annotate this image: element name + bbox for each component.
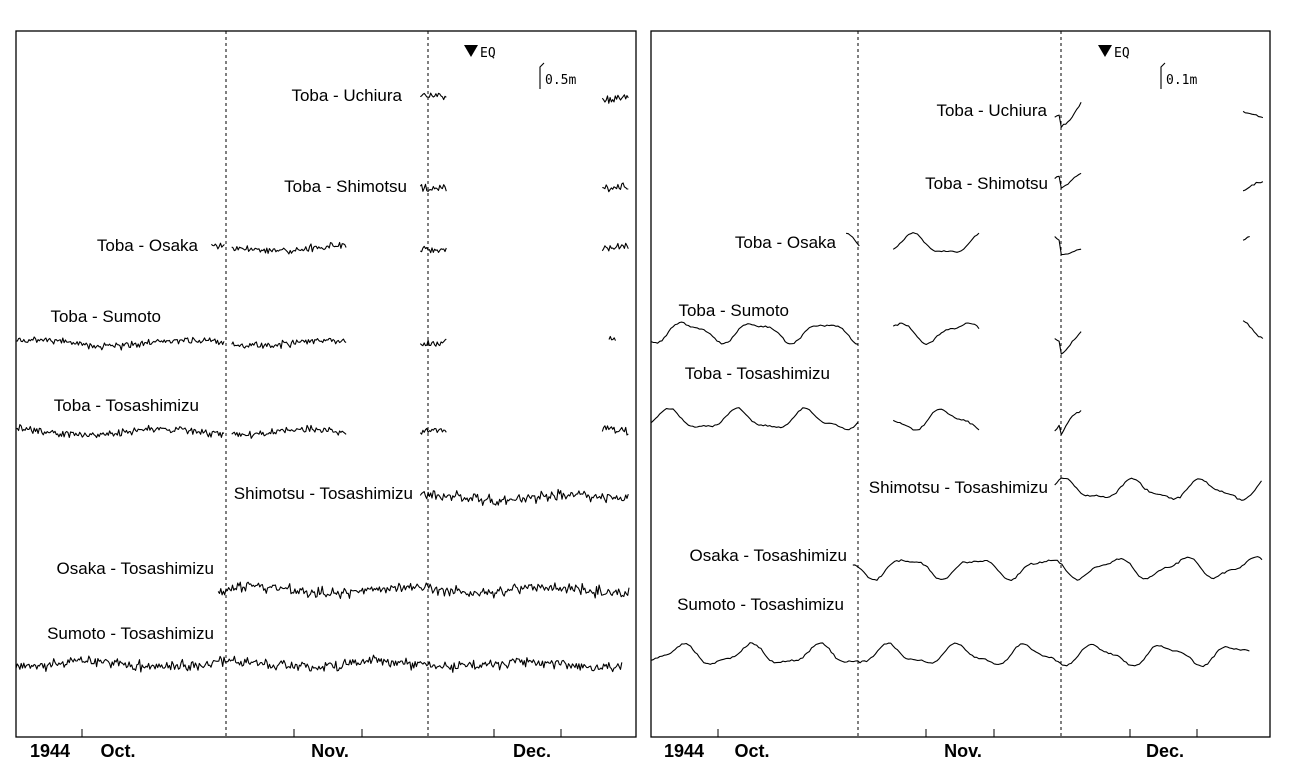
series-toba-osaka: Toba - Osaka xyxy=(735,232,1250,256)
series-osaka-tosashimizu: Osaka - Tosashimizu xyxy=(690,546,1263,582)
earthquake-marker-label: EQ xyxy=(480,46,496,61)
series-trace-segment xyxy=(419,488,629,506)
series-label: Osaka - Tosashimizu xyxy=(57,559,214,578)
year-label: 1944 xyxy=(30,741,70,761)
series-trace-segment xyxy=(1054,236,1082,256)
series-trace-segment xyxy=(1054,477,1262,501)
series-label: Toba - Sumoto xyxy=(50,307,161,326)
series-trace-segment xyxy=(231,424,347,439)
series-label: Toba - Uchiura xyxy=(936,101,1047,120)
series-trace-segment xyxy=(1242,320,1264,339)
series-trace-segment xyxy=(419,427,447,435)
scale-bar xyxy=(1160,62,1166,89)
earthquake-marker-icon xyxy=(1098,45,1112,57)
series-trace-segment xyxy=(1242,181,1264,192)
month-label: Nov. xyxy=(944,741,982,761)
series-osaka-tosashimizu: Osaka - Tosashimizu xyxy=(57,559,630,600)
series-label: Toba - Tosashimizu xyxy=(54,396,199,415)
scale-bar xyxy=(539,62,545,89)
series-toba-shimotsu: Toba - Shimotsu xyxy=(284,177,629,196)
series-trace-segment xyxy=(601,242,629,252)
series-sumoto-tosashimizu: Sumoto - Tosashimizu xyxy=(15,624,623,673)
series-label: Sumoto - Tosashimizu xyxy=(47,624,214,643)
series-trace-segment xyxy=(601,94,629,104)
series-trace-segment xyxy=(892,322,980,346)
series-trace-segment xyxy=(1242,110,1264,119)
series-label: Toba - Shimotsu xyxy=(925,174,1048,193)
series-trace-segment xyxy=(420,245,447,254)
series-label: Toba - Osaka xyxy=(97,236,199,255)
series-trace-segment xyxy=(1054,410,1082,436)
series-label: Toba - Sumoto xyxy=(678,301,789,320)
series-label: Shimotsu - Tosashimizu xyxy=(234,484,413,503)
series-trace-segment xyxy=(15,654,623,673)
month-label: Nov. xyxy=(311,741,349,761)
year-label: 1944 xyxy=(664,741,704,761)
series-trace-segment xyxy=(650,407,859,431)
series-toba-uchiura: Toba - Uchiura xyxy=(291,86,629,105)
series-trace-segment xyxy=(231,337,347,349)
series-trace-segment xyxy=(231,241,347,255)
scale-bar-label: 0.5m xyxy=(545,73,576,88)
series-trace-segment xyxy=(15,336,225,351)
series-trace-segment xyxy=(211,242,225,250)
series-trace-segment xyxy=(419,183,447,192)
series-label: Toba - Tosashimizu xyxy=(685,364,830,383)
month-label: Oct. xyxy=(734,741,769,761)
series-trace-segment xyxy=(650,321,858,345)
series-trace-segment xyxy=(1054,101,1082,128)
series-toba-tosashimizu: Toba - Tosashimizu xyxy=(650,364,1082,436)
panel-left: 1944 Oct. Nov. Dec. EQ 0.5m Toba - Uchiura Toba… xyxy=(15,30,637,761)
series-trace-segment xyxy=(650,642,1250,668)
series-trace-segment xyxy=(1054,331,1082,355)
series-trace-segment xyxy=(608,335,616,341)
series-trace-segment xyxy=(419,338,447,347)
month-label: Dec. xyxy=(1146,741,1184,761)
series-label: Shimotsu - Tosashimizu xyxy=(869,478,1048,497)
panel-right: 1944 Oct. Nov. Dec. EQ 0.1m Toba - Uchiura Toba… xyxy=(650,30,1271,761)
series-toba-uchiura: Toba - Uchiura xyxy=(936,101,1264,128)
series-shimotsu-tosashimizu: Shimotsu - Tosashimizu xyxy=(869,477,1262,501)
series-sumoto-tosashimizu: Sumoto - Tosashimizu xyxy=(650,595,1250,668)
series-trace-segment xyxy=(420,92,447,101)
series-trace-segment xyxy=(601,425,629,436)
series-trace-segment xyxy=(1054,172,1082,189)
plot-frame xyxy=(650,30,1271,738)
series-label: Toba - Uchiura xyxy=(291,86,402,105)
month-label: Oct. xyxy=(100,741,135,761)
series-trace-segment xyxy=(846,232,860,247)
scale-bar-label: 0.1m xyxy=(1166,73,1197,88)
series-toba-sumoto: Toba - Sumoto xyxy=(15,307,616,351)
series-shimotsu-tosashimizu: Shimotsu - Tosashimizu xyxy=(234,484,629,506)
series-trace-segment xyxy=(15,424,225,439)
series-label: Toba - Osaka xyxy=(735,233,837,252)
plot-frame xyxy=(15,30,637,738)
series-trace-segment xyxy=(892,408,980,431)
earthquake-marker-icon xyxy=(464,45,478,57)
series-toba-osaka: Toba - Osaka xyxy=(97,236,629,255)
series-trace-segment xyxy=(1242,235,1250,241)
earthquake-marker-label: EQ xyxy=(1114,46,1130,61)
series-toba-shimotsu: Toba - Shimotsu xyxy=(925,172,1264,193)
series-label: Sumoto - Tosashimizu xyxy=(677,595,844,614)
series-trace-segment xyxy=(892,232,980,253)
series-label: Toba - Shimotsu xyxy=(284,177,407,196)
series-trace-segment xyxy=(602,182,629,193)
series-toba-sumoto: Toba - Sumoto xyxy=(650,301,1264,355)
series-toba-tosashimizu: Toba - Tosashimizu xyxy=(15,396,629,439)
series-trace-segment xyxy=(852,556,1263,582)
series-trace-segment xyxy=(217,581,630,600)
series-label: Osaka - Tosashimizu xyxy=(690,546,847,565)
month-label: Dec. xyxy=(513,741,551,761)
